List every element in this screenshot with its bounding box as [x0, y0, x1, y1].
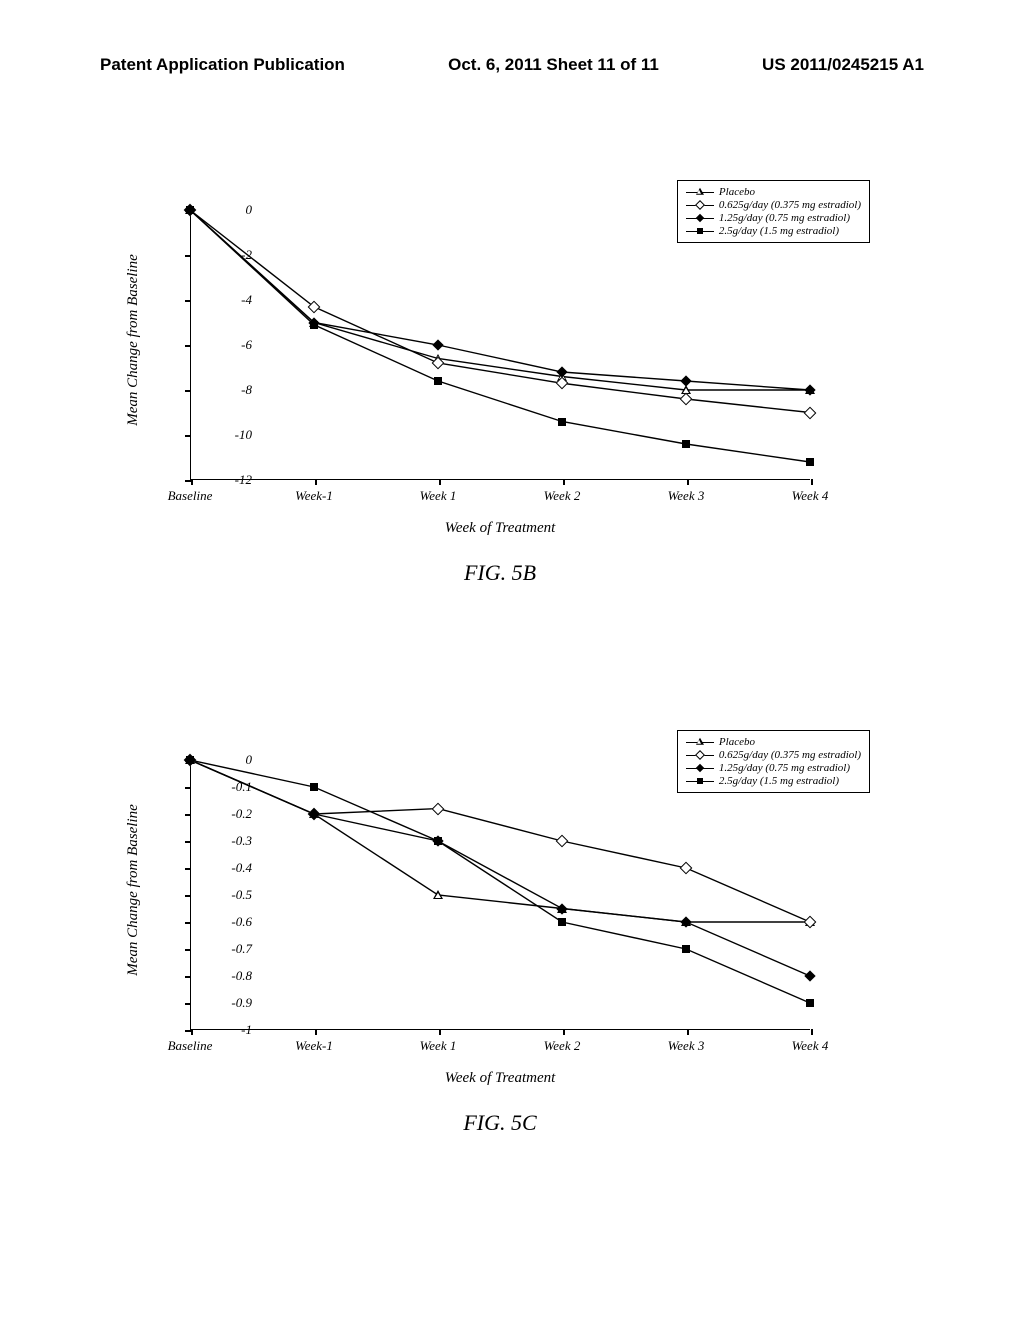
legend-item: 1.25g/day (0.75 mg estradiol) — [686, 212, 861, 224]
x-tick-label: Week 3 — [668, 488, 705, 504]
figure-caption: FIG. 5C — [463, 1110, 536, 1136]
legend-label: 2.5g/day (1.5 mg estradiol) — [719, 775, 839, 787]
y-axis-title: Mean Change from Baseline — [125, 254, 142, 426]
legend: Placebo0.625g/day (0.375 mg estradiol)1.… — [677, 730, 870, 793]
y-tick-label: -0.7 — [231, 941, 252, 957]
x-tick-label: Week 4 — [792, 488, 829, 504]
y-tick-label: 0 — [246, 752, 253, 768]
legend-label: 1.25g/day (0.75 mg estradiol) — [719, 762, 850, 774]
y-tick-label: -0.5 — [231, 887, 252, 903]
data-point — [434, 837, 442, 845]
y-tick-label: -0.4 — [231, 860, 252, 876]
legend-item: 0.625g/day (0.375 mg estradiol) — [686, 199, 861, 211]
y-tick-label: -8 — [241, 382, 252, 398]
y-axis-title: Mean Change from Baseline — [125, 804, 142, 976]
header-right: US 2011/0245215 A1 — [762, 55, 924, 75]
legend-label: 2.5g/day (1.5 mg estradiol) — [719, 225, 839, 237]
legend-item: 1.25g/day (0.75 mg estradiol) — [686, 762, 861, 774]
data-point — [433, 890, 443, 899]
chart-fig5c: Placebo0.625g/day (0.375 mg estradiol)1.… — [120, 740, 880, 1120]
data-point — [806, 458, 814, 466]
y-tick-label: -0.8 — [231, 968, 252, 984]
y-tick-label: -0.2 — [231, 806, 252, 822]
y-tick-label: -0.6 — [231, 914, 252, 930]
x-tick-label: Week-1 — [295, 488, 333, 504]
data-point — [186, 756, 194, 764]
y-tick-label: -1 — [241, 1022, 252, 1038]
legend-item: 2.5g/day (1.5 mg estradiol) — [686, 225, 861, 237]
lines-layer — [190, 760, 810, 1030]
header-left: Patent Application Publication — [100, 55, 345, 75]
y-tick-label: -6 — [241, 337, 252, 353]
y-tick-label: -2 — [241, 247, 252, 263]
legend: Placebo0.625g/day (0.375 mg estradiol)1.… — [677, 180, 870, 243]
x-tick-label: Baseline — [168, 488, 213, 504]
chart-fig5b: Placebo0.625g/day (0.375 mg estradiol)1.… — [120, 190, 880, 570]
data-point — [682, 440, 690, 448]
data-point — [682, 945, 690, 953]
lines-layer — [190, 210, 810, 480]
legend-label: 0.625g/day (0.375 mg estradiol) — [719, 749, 861, 761]
legend-item: Placebo — [686, 736, 861, 748]
legend-item: Placebo — [686, 186, 861, 198]
figure-caption: FIG. 5B — [464, 560, 536, 586]
x-axis-title: Week of Treatment — [445, 1070, 556, 1087]
data-point — [186, 206, 194, 214]
data-point — [310, 321, 318, 329]
x-tick-label: Week-1 — [295, 1038, 333, 1054]
legend-label: Placebo — [719, 736, 755, 748]
x-tick-label: Week 2 — [544, 1038, 581, 1054]
data-point — [558, 918, 566, 926]
legend-label: 1.25g/day (0.75 mg estradiol) — [719, 212, 850, 224]
data-point — [310, 783, 318, 791]
x-tick-label: Week 3 — [668, 1038, 705, 1054]
data-point — [558, 418, 566, 426]
y-tick-label: -0.3 — [231, 833, 252, 849]
data-point — [434, 377, 442, 385]
x-tick-label: Baseline — [168, 1038, 213, 1054]
y-tick-label: -0.9 — [231, 995, 252, 1011]
y-tick-label: -4 — [241, 292, 252, 308]
x-axis-title: Week of Treatment — [445, 520, 556, 537]
x-tick — [811, 1029, 813, 1035]
page-header: Patent Application Publication Oct. 6, 2… — [0, 55, 1024, 75]
y-tick-label: -12 — [235, 472, 252, 488]
x-tick-label: Week 1 — [420, 488, 457, 504]
legend-item: 0.625g/day (0.375 mg estradiol) — [686, 749, 861, 761]
legend-label: Placebo — [719, 186, 755, 198]
x-tick-label: Week 2 — [544, 488, 581, 504]
data-point — [806, 999, 814, 1007]
y-tick-label: 0 — [246, 202, 253, 218]
x-tick-label: Week 1 — [420, 1038, 457, 1054]
legend-label: 0.625g/day (0.375 mg estradiol) — [719, 199, 861, 211]
x-tick — [811, 479, 813, 485]
x-tick-label: Week 4 — [792, 1038, 829, 1054]
series-line — [190, 210, 810, 462]
y-tick-label: -0.1 — [231, 779, 252, 795]
legend-item: 2.5g/day (1.5 mg estradiol) — [686, 775, 861, 787]
header-center: Oct. 6, 2011 Sheet 11 of 11 — [448, 55, 659, 75]
y-tick-label: -10 — [235, 427, 252, 443]
